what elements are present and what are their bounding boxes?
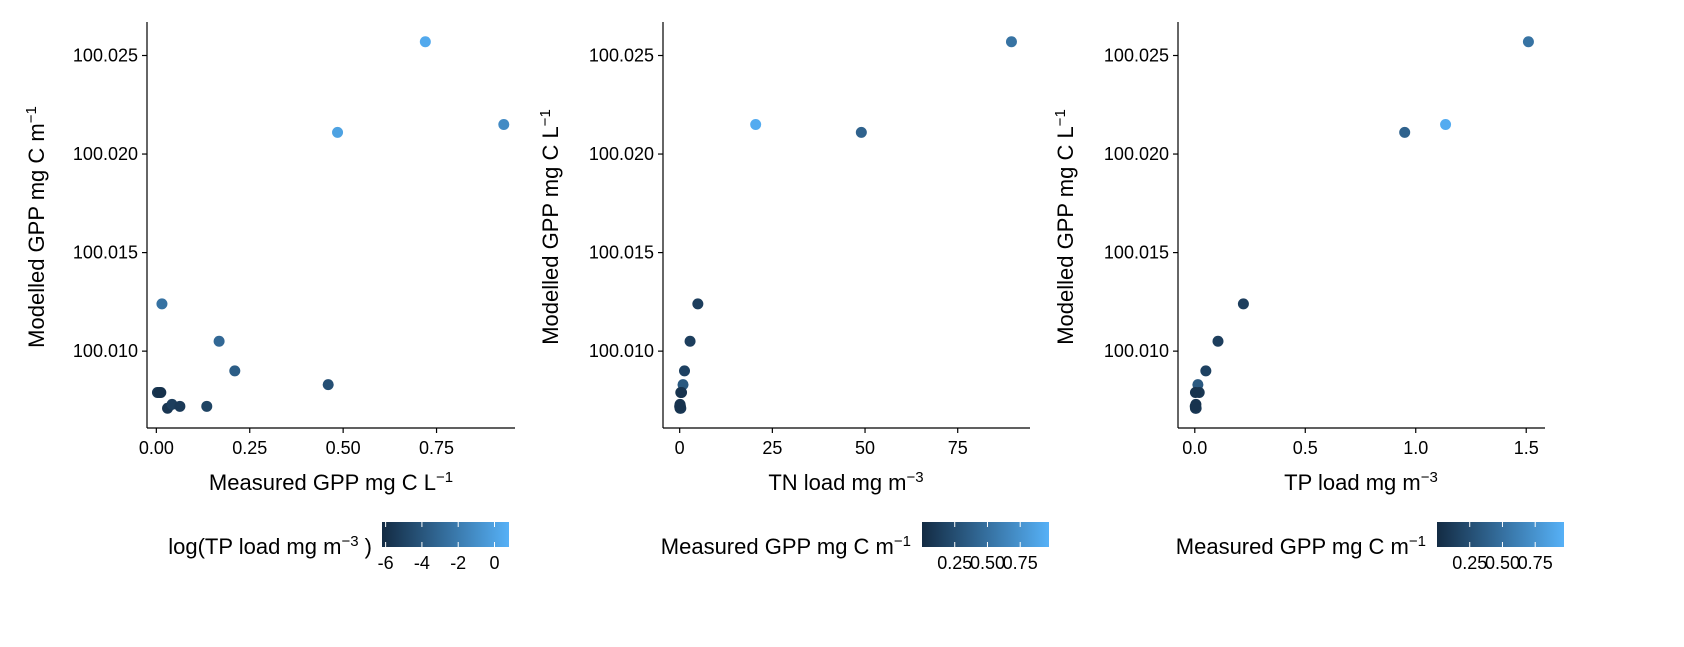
y-tick-label: 100.020 [1104,144,1169,164]
scatter-point [419,36,431,48]
scatter-point [1522,36,1534,48]
colorbar-tick-label: -6 [378,553,394,573]
x-tick-label: 25 [762,438,782,458]
x-axis-title: Measured GPP mg C L−1 [209,469,453,496]
scatter-point [684,335,696,347]
y-tick-label: 100.015 [1104,243,1169,263]
x-tick-label: 0.00 [139,438,174,458]
y-tick-label: 100.025 [1104,46,1169,66]
scatter-point [229,365,241,377]
colorbar-tick-label: 0 [489,553,499,573]
x-tick-label: 0.0 [1182,438,1207,458]
scatter-point [322,379,334,391]
colorbar-tick-label: -4 [414,553,430,573]
x-tick-label: 1.0 [1403,438,1428,458]
colorbar-tick-label: -2 [450,553,466,573]
x-tick-label: 75 [948,438,968,458]
colorbar-tick-label: 0.50 [970,553,1005,573]
x-axis-title: TN load mg m−3 [768,469,923,496]
scatter-point [332,126,344,138]
x-tick-label: 0.75 [419,438,454,458]
scatter-point [1189,387,1201,399]
scatter-point [679,365,691,377]
scatter-point [213,335,225,347]
colorbar [922,522,1049,547]
colorbar-tick-label: 0.25 [1452,553,1487,573]
scatter-point [174,400,186,412]
colorbar [1437,522,1564,547]
legend-title: Measured GPP mg C m−1 [661,533,911,560]
y-tick-label: 100.020 [73,144,138,164]
x-tick-label: 0.5 [1293,438,1318,458]
scatter-point [750,118,762,130]
scatter-point [855,126,867,138]
scatter-point [1189,400,1201,412]
y-axis-title: Modelled GPP mg C L−1 [537,109,564,345]
colorbar-tick-label: 0.25 [937,553,972,573]
scatter-point [692,298,704,310]
y-axis-title: Modelled GPP mg C L−1 [1052,109,1079,345]
y-tick-label: 100.010 [73,341,138,361]
x-tick-label: 50 [855,438,875,458]
scatter-point [201,400,213,412]
x-tick-label: 0 [675,438,685,458]
y-tick-label: 100.015 [73,243,138,263]
colorbar-tick-label: 0.75 [1518,553,1553,573]
y-axis-title: Modelled GPP mg C m−1 [23,106,50,348]
y-tick-label: 100.025 [73,46,138,66]
scatter-point [1440,118,1452,130]
scatter-point [674,400,686,412]
scatter-point [676,387,688,399]
x-tick-label: 1.5 [1514,438,1539,458]
x-axis-title: TP load mg m−3 [1284,469,1438,496]
scatter-point [1212,335,1224,347]
scatter-point [153,387,165,399]
colorbar-tick-label: 0.50 [1485,553,1520,573]
scatter-point [1005,36,1017,48]
scatter-point [1200,365,1212,377]
colorbar-tick-label: 0.75 [1003,553,1038,573]
colorbar [382,522,509,547]
scatter-point [498,118,510,130]
scatter-point [156,298,168,310]
y-tick-label: 100.010 [589,341,654,361]
y-tick-label: 100.020 [589,144,654,164]
x-tick-label: 0.25 [232,438,267,458]
scatter-point [1399,126,1411,138]
y-tick-label: 100.025 [589,46,654,66]
y-tick-label: 100.015 [589,243,654,263]
legend-title: log(TP load mg m−3 ) [168,533,372,560]
y-tick-label: 100.010 [1104,341,1169,361]
legend-title: Measured GPP mg C m−1 [1176,533,1426,560]
scatter-point [1237,298,1249,310]
x-tick-label: 0.50 [326,438,361,458]
